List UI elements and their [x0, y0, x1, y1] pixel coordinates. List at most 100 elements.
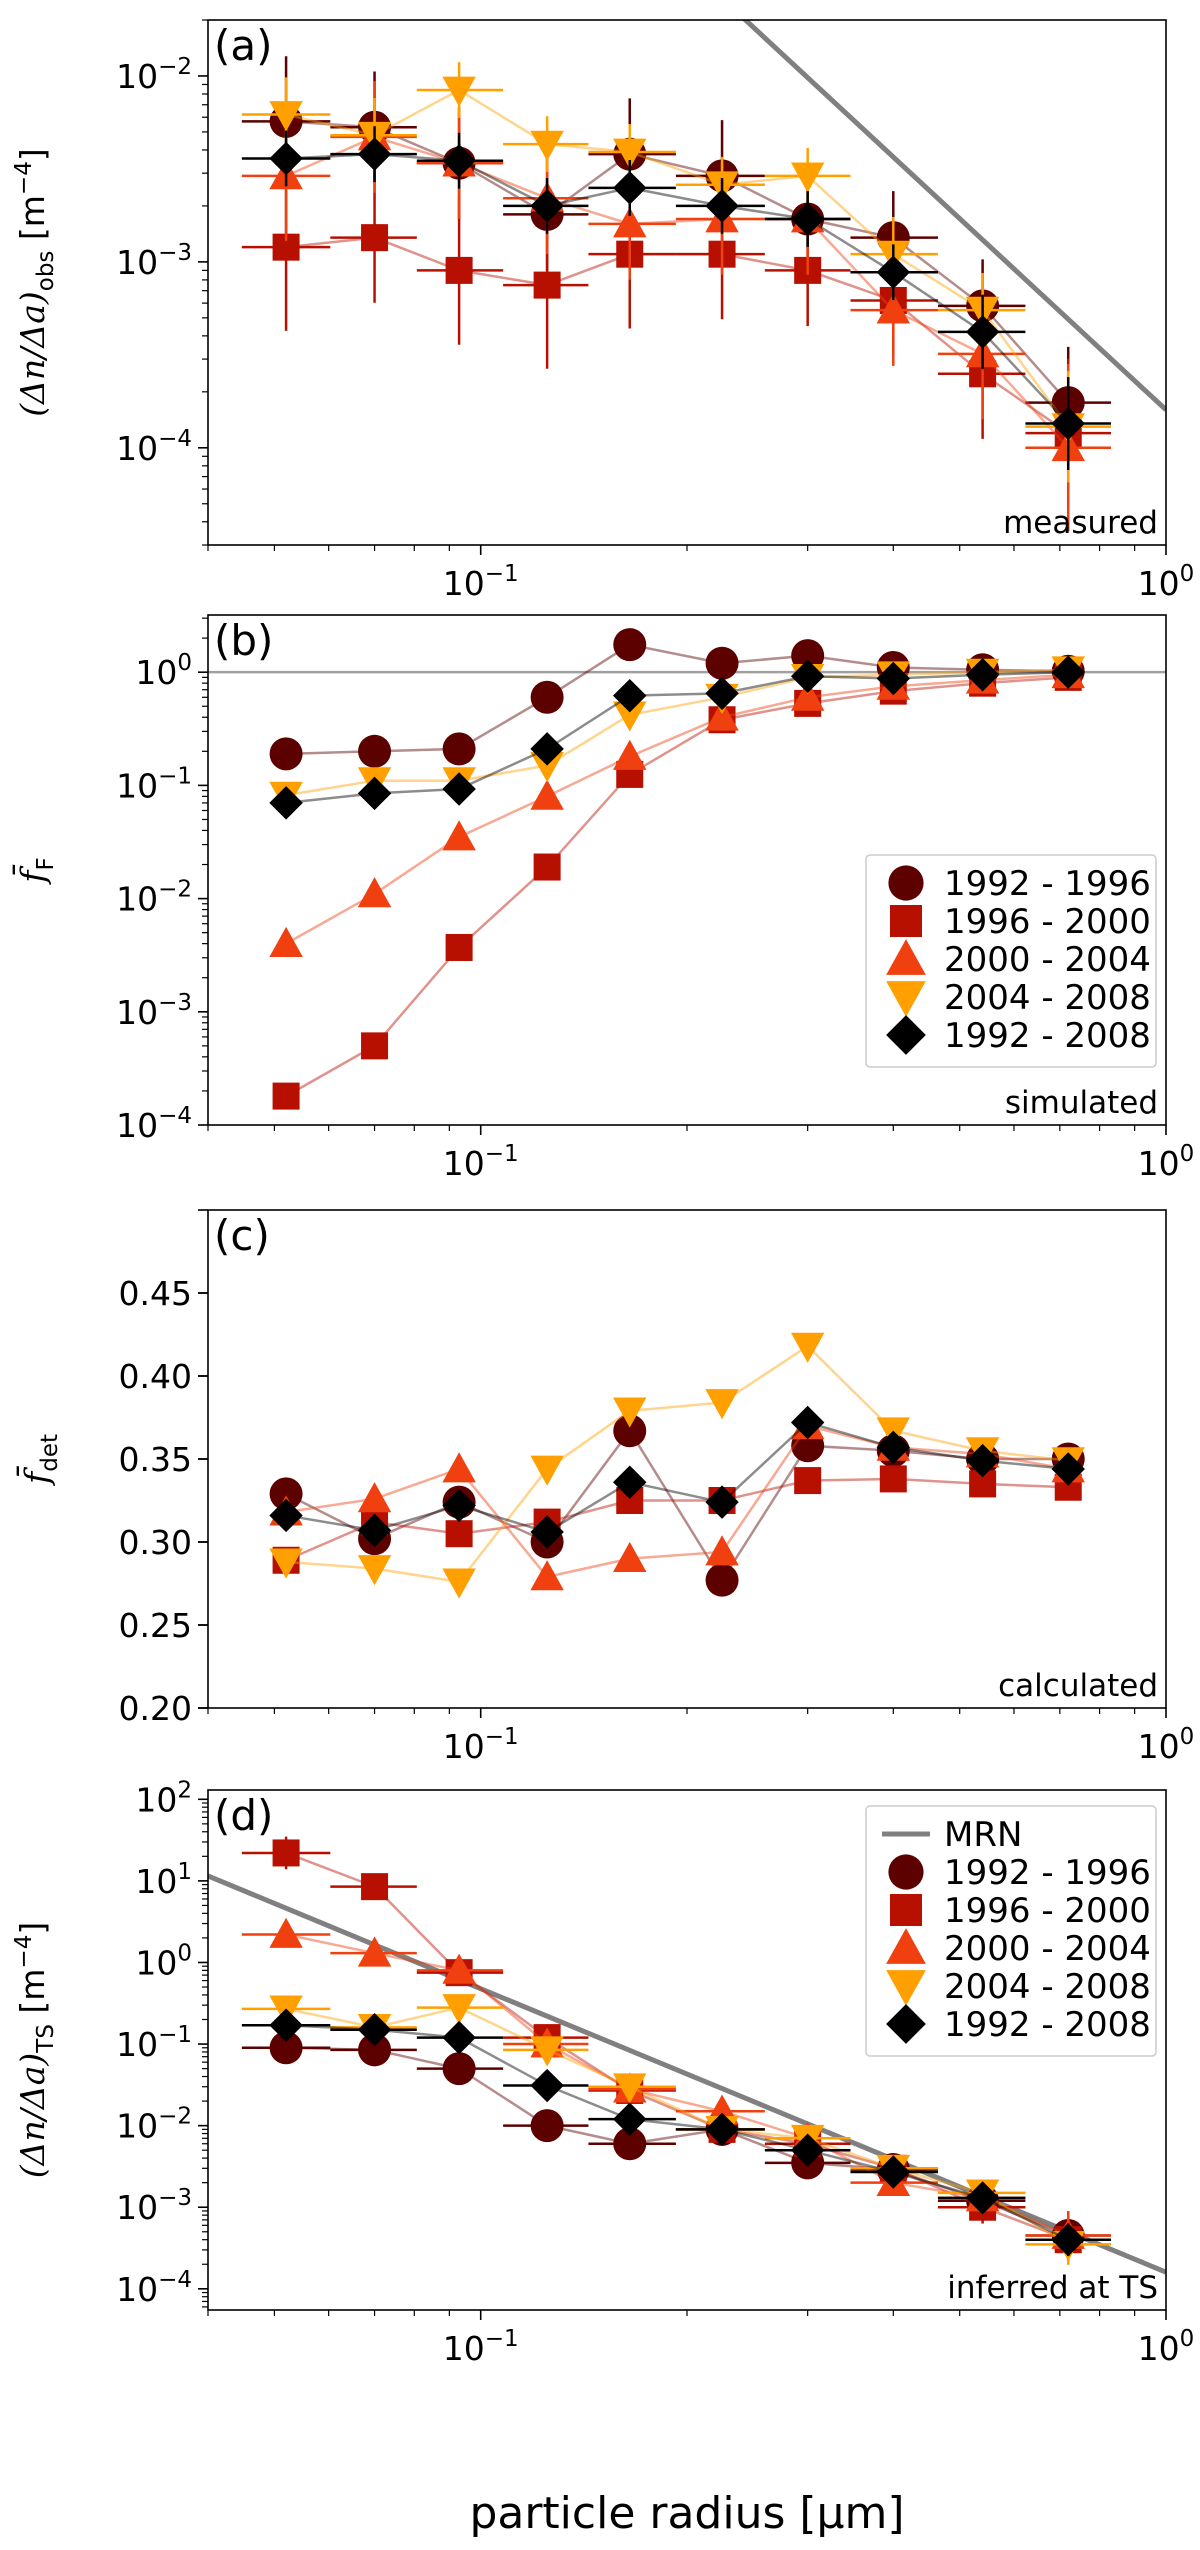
data-point: [442, 1994, 476, 2025]
legend-item: 2000 - 2004: [886, 939, 1151, 980]
data-point: [613, 1541, 647, 1572]
series-1992-1996: [269, 628, 1085, 771]
plot-area-c: [269, 1332, 1085, 1599]
data-point: [357, 1482, 392, 1513]
data-point: [361, 1873, 389, 1901]
legend-item: 2004 - 2008: [886, 1967, 1151, 2007]
data-point: [530, 680, 564, 714]
data-point: [445, 933, 473, 961]
data-point: [533, 853, 561, 881]
data-point: [357, 776, 392, 811]
legend-label: 1996 - 2000: [944, 1891, 1151, 1931]
series-1996-2000: [272, 1465, 1082, 1574]
data-point: [442, 1953, 476, 1984]
y-tick-label: 0.40: [119, 1357, 192, 1396]
x-tick-label: 100: [1138, 1141, 1195, 1183]
series-1992-1996: [241, 56, 1112, 459]
series-2004-2008: [269, 656, 1085, 812]
y-tick-label: 10−2: [116, 2104, 192, 2146]
panel-c: 0.20 0.25 0.30 0.35 0.40 0.45 10−1 100 (c) calcul…: [15, 1209, 1194, 1766]
data-point: [876, 661, 911, 696]
data-point: [530, 752, 564, 783]
y-axis-label: f̄det: [15, 1434, 63, 1487]
series-line: [285, 676, 1069, 1098]
data-point: [790, 162, 825, 193]
x-tick-label: 10−1: [443, 1141, 519, 1183]
data-point: [442, 732, 476, 766]
data-point: [705, 1563, 739, 1597]
data-point: [269, 2031, 303, 2065]
data-point: [269, 1477, 303, 1511]
y-axis-label: (Δn/Δa)TS [m−4]: [11, 1922, 59, 2178]
series-line: [285, 1344, 1069, 1584]
panel-d: 102 101 100 10−1 10−2 10−3 10−4 10−1 100 (d) infer…: [11, 1777, 1194, 2368]
data-point: [272, 1839, 300, 1867]
data-point: [530, 130, 564, 161]
y-tick-label: 10−4: [116, 426, 192, 468]
data-point: [357, 1513, 392, 1548]
data-point: [1051, 655, 1085, 689]
series-line: [285, 670, 1069, 805]
data-point: [272, 1082, 300, 1110]
series-line: [285, 1851, 1069, 2241]
plot-area-d: [208, 1836, 1166, 2275]
panel-note: calculated: [998, 1668, 1158, 1704]
data-point: [357, 2012, 392, 2047]
data-point: [613, 628, 647, 662]
data-point: [269, 2008, 303, 2042]
legend-label: 2004 - 2008: [944, 978, 1151, 1018]
data-point: [442, 143, 476, 178]
panel-a: 10−2 10−3 10−4 10−1 100 (a) measured (Δn/Δa)obs…: [11, 19, 1194, 603]
x-tick-label: 10−1: [443, 561, 519, 603]
legend-label: MRN: [944, 1815, 1022, 1855]
data-point: [876, 293, 911, 324]
data-point: [613, 171, 647, 205]
data-point: [790, 2133, 825, 2167]
legend-label: 2000 - 2004: [944, 1929, 1151, 1969]
data-point: [442, 76, 476, 107]
legend-item: 1992 - 1996: [888, 864, 1151, 904]
y-tick-label: 10−3: [116, 2185, 192, 2227]
data-point: [530, 779, 564, 810]
series-line: [285, 668, 1069, 797]
y-tick-label: 10−2: [116, 877, 192, 919]
data-point: [1051, 406, 1085, 441]
series-line: [285, 1428, 1069, 1583]
panel-letter: (a): [214, 21, 273, 70]
data-point: [269, 101, 303, 132]
data-point: [530, 189, 564, 223]
data-point: [613, 2102, 647, 2136]
data-point: [358, 2033, 392, 2067]
series-line: [285, 1424, 1069, 1579]
data-point: [794, 1467, 822, 1495]
data-point: [876, 2155, 911, 2189]
series-1992-2008: [269, 1405, 1085, 1549]
y-tick-label: 0.25: [119, 1606, 192, 1645]
legend-label: 1992 - 1996: [944, 1853, 1151, 1893]
data-point: [361, 1032, 389, 1060]
y-tick-label: 10−4: [116, 1103, 192, 1145]
legend-item: MRN: [882, 1815, 1022, 1855]
data-point: [613, 739, 647, 770]
legend-marker-swatch: [886, 1970, 926, 2006]
series-1992-2008: [241, 126, 1112, 471]
data-point: [876, 1430, 911, 1465]
legend-label: 2000 - 2004: [944, 940, 1151, 980]
x-tick-label: 10−1: [443, 2326, 519, 2368]
legend-marker-swatch: [888, 1854, 924, 1890]
data-point: [965, 315, 1000, 349]
legend-marker-swatch: [886, 1015, 926, 1055]
y-tick-label: 0.20: [119, 1689, 192, 1728]
series-line: [285, 673, 1069, 945]
y-tick-label: 100: [135, 650, 192, 692]
y-tick-label: 10−1: [116, 2022, 192, 2064]
data-point: [269, 737, 303, 771]
data-point: [530, 1515, 564, 1549]
data-point: [357, 137, 392, 171]
series-line: [285, 1421, 1069, 1534]
series-line: [285, 236, 1069, 435]
data-point: [530, 2109, 564, 2143]
